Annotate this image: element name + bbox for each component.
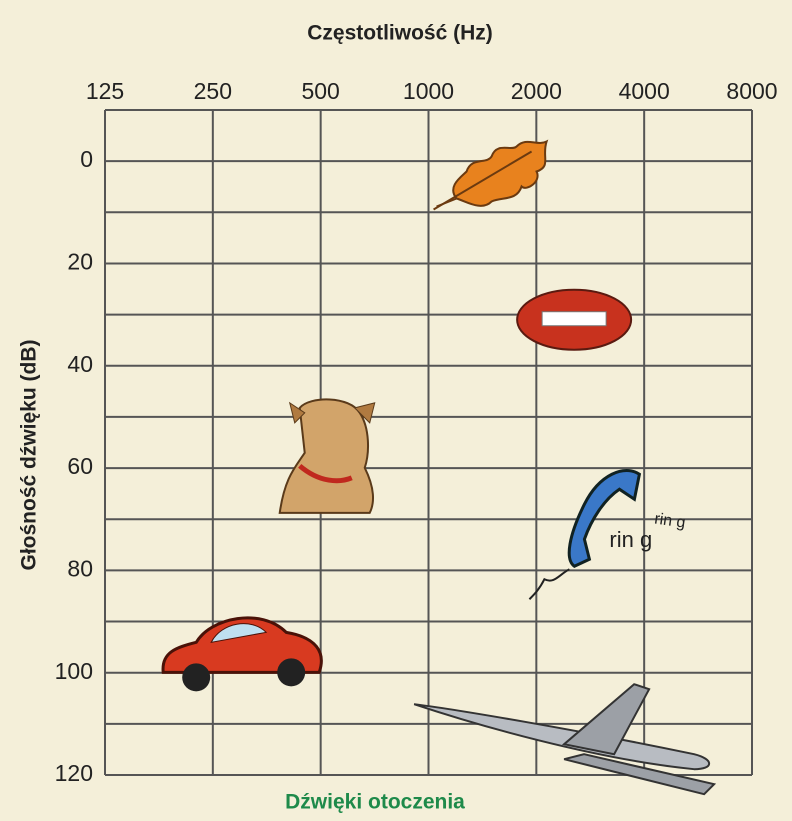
sound-icon (517, 290, 631, 350)
x-tick-label: 4000 (619, 78, 670, 104)
y-tick-label: 40 (67, 351, 93, 377)
x-tick-label: 8000 (726, 78, 777, 104)
x-tick-label: 500 (301, 78, 339, 104)
x-tick-label: 1000 (403, 78, 454, 104)
x-tick-label: 250 (194, 78, 232, 104)
x-tick-label: 125 (86, 78, 124, 104)
annotation: rin g (609, 527, 652, 552)
y-tick-label: 100 (55, 658, 93, 684)
y-tick-label: 80 (67, 555, 93, 581)
car-wheel (277, 658, 305, 686)
car-wheel (182, 663, 210, 691)
background (0, 0, 792, 821)
chart-title: Częstotliwość (Hz) (307, 22, 493, 45)
y-tick-label: 60 (67, 453, 93, 479)
y-tick-label: 120 (55, 760, 93, 786)
teeth (542, 312, 606, 326)
y-axis-label: Głośność dźwięku (dB) (18, 339, 41, 570)
chart: Częstotliwość (Hz) Głośność dźwięku (dB)… (0, 0, 792, 821)
y-tick-label: 0 (80, 146, 93, 172)
x-tick-label: 2000 (511, 78, 562, 104)
y-tick-label: 20 (67, 249, 93, 275)
caption: Dźwięki otoczenia (285, 791, 465, 814)
